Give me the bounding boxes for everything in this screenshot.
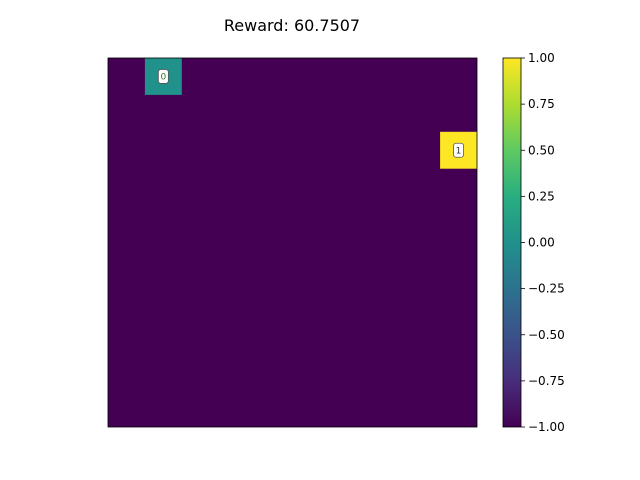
heatmap-plot-area: 01 [107, 57, 478, 428]
colorbar-tick-label-8: −1.00 [528, 420, 565, 434]
colorbar-tick-label-4: 0.00 [528, 236, 555, 250]
colorbar-gradient [502, 57, 522, 428]
colorbar-tick-label-3: 0.25 [528, 189, 555, 203]
heatmap-background [108, 58, 477, 427]
chart-title: Reward: 60.7507 [224, 16, 360, 35]
cell-label-1: 1 [456, 146, 462, 156]
heatmap-frame [107, 57, 478, 428]
colorbar-tick-label-2: 0.50 [528, 143, 555, 157]
cell-label-box-1 [453, 142, 464, 158]
colorbar-tick-label-0: 1.00 [528, 51, 555, 65]
colorbar-tick-label-5: −0.25 [528, 282, 565, 296]
cell-label-box-0 [157, 69, 169, 84]
colorbar-tick-label-6: −0.50 [528, 328, 565, 342]
cell-label-0: 0 [160, 72, 166, 82]
colorbar: 1.00 0.75 0.50 0.25 0.00 −0.25 −0.50 −0.75 −1.00 [502, 51, 565, 434]
colorbar-tick-label-7: −0.75 [528, 374, 565, 388]
colorbar-tick-label-1: 0.75 [528, 97, 555, 111]
